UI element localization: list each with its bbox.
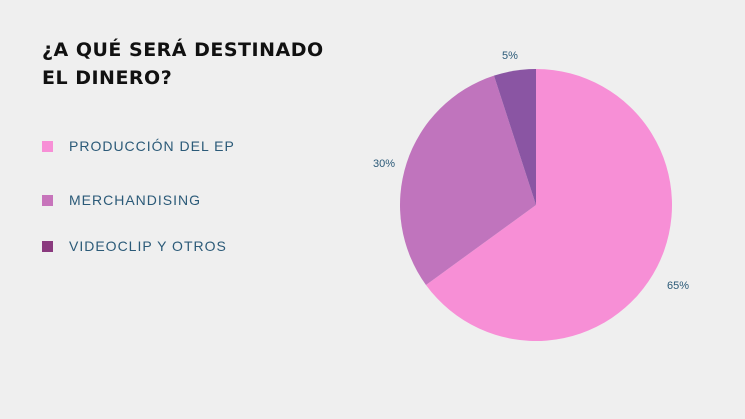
legend-label-produccion: PRODUCCIÓN DEL EP: [69, 138, 235, 154]
legend-item-videoclip: VIDEOCLIP Y OTROS: [42, 238, 227, 254]
legend-swatch-merchandising: [42, 194, 53, 206]
pie-slice-2: [493, 69, 536, 205]
pie-slice-0: [425, 69, 672, 341]
legend-label-videoclip: VIDEOCLIP Y OTROS: [69, 238, 227, 254]
legend-swatch-produccion: [42, 140, 53, 152]
pie-slice-1: [400, 75, 536, 285]
slice-value-label-2: 5%: [502, 50, 518, 62]
legend-item-produccion: PRODUCCIÓN DEL EP: [42, 138, 235, 154]
legend-swatch-videoclip: [42, 240, 53, 252]
legend-item-merchandising: MERCHANDISING: [42, 192, 201, 208]
slice-value-label-0: 65%: [667, 280, 689, 292]
chart-title: ¿A QUÉ SERÁ DESTINADO EL DINERO?: [42, 39, 324, 89]
legend-label-merchandising: MERCHANDISING: [69, 192, 202, 208]
slice-value-label-1: 30%: [373, 158, 395, 170]
